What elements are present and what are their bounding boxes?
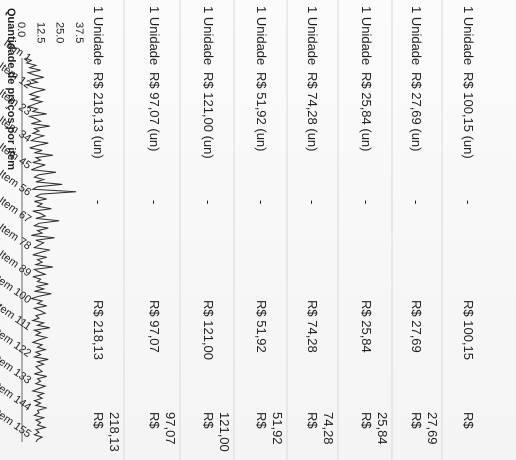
x-tick-label: Item 111 bbox=[0, 300, 33, 333]
separator-dash: - bbox=[147, 200, 162, 204]
document-content: Quantidade de preços por item 37.5 25.0 12… bbox=[0, 0, 476, 460]
unit-price-cell: R$ 121,00 (un) bbox=[201, 72, 216, 159]
x-tick-label: Item 89 bbox=[0, 248, 33, 279]
table-row: 1 Unidade R$ 51,92 (un) - R$ 51,92 R$ 51,92 bbox=[254, 0, 288, 460]
table-row: 1 Unidade R$ 121,00 (un) - R$ 121,00 R$ 121,0… bbox=[201, 0, 235, 460]
quantity-cell: 1 Unidade bbox=[254, 6, 269, 65]
table-row: 1 Unidade R$ 74,28 (un) - R$ 74,28 R$ 74,28 bbox=[305, 0, 339, 460]
total-prefix: R$ bbox=[409, 412, 424, 429]
separator-dash: - bbox=[305, 200, 320, 204]
separator-dash: - bbox=[254, 200, 269, 204]
x-tick-label: Item 78 bbox=[0, 222, 33, 253]
total-prefix: R$ bbox=[201, 412, 216, 429]
price-cell: R$ 74,28 bbox=[305, 300, 320, 353]
total-value: 121,00 bbox=[217, 412, 232, 452]
price-cell: R$ 51,92 bbox=[254, 300, 269, 353]
y-tick-label: 37.5 bbox=[73, 22, 85, 43]
total-prefix: R$ bbox=[359, 412, 374, 429]
x-tick-label: Item 56 bbox=[0, 168, 33, 199]
unit-price-cell: R$ 218,13 (un) bbox=[91, 72, 106, 159]
unit-price-cell: R$ 74,28 (un) bbox=[305, 72, 320, 152]
unit-price-cell: R$ 100,15 (un) bbox=[461, 72, 476, 159]
price-cell: R$ 121,00 bbox=[201, 300, 216, 360]
total-value: 25,84 bbox=[375, 412, 390, 445]
quantity-cell: 1 Unidade bbox=[305, 6, 320, 65]
price-cell: R$ 27,69 bbox=[409, 300, 424, 353]
x-tick-label: Item 122 bbox=[0, 325, 33, 359]
table-row: 1 Unidade R$ 218,13 (un) - R$ 218,13 R$ 218,1… bbox=[91, 0, 125, 460]
total-prefix: R$ bbox=[461, 412, 476, 429]
unit-price-cell: R$ 25,84 (un) bbox=[359, 72, 374, 152]
total-value: 97,07 bbox=[163, 412, 178, 445]
separator-dash: - bbox=[409, 200, 424, 204]
series-line bbox=[24, 57, 77, 443]
y-tick-label: 0.0 bbox=[15, 22, 27, 37]
x-tick-label: Item 67 bbox=[0, 195, 33, 226]
quantity-cell: 1 Unidade bbox=[461, 6, 476, 65]
unit-price-cell: R$ 27,69 (un) bbox=[409, 72, 424, 152]
unit-price-cell: R$ 51,92 (un) bbox=[254, 72, 269, 152]
quantity-cell: 1 Unidade bbox=[409, 6, 424, 65]
table-row: 1 Unidade R$ 27,69 (un) - R$ 27,69 R$ 27,69 bbox=[409, 0, 443, 460]
total-value: 27,69 bbox=[425, 412, 440, 445]
y-tick-label: 25.0 bbox=[54, 22, 66, 43]
separator-dash: - bbox=[359, 200, 374, 204]
total-value: 218,13 bbox=[107, 412, 122, 452]
x-tick-label: Item 155 bbox=[0, 406, 33, 440]
unit-price-cell: R$ 97,07 (un) bbox=[147, 72, 162, 152]
price-cell: R$ 25,84 bbox=[359, 300, 374, 353]
quantity-cell: 1 Unidade bbox=[359, 6, 374, 65]
table-row: 1 Unidade R$ 97,07 (un) - R$ 97,07 R$ 97,07 bbox=[147, 0, 181, 460]
separator-dash: - bbox=[201, 200, 216, 204]
total-prefix: R$ bbox=[147, 412, 162, 429]
y-tick-label: 12.5 bbox=[34, 22, 46, 43]
separator-dash: - bbox=[461, 200, 476, 204]
price-cell: R$ 97,07 bbox=[147, 300, 162, 353]
quantity-cell: 1 Unidade bbox=[147, 6, 162, 65]
chart-title: Quantidade de preços por item bbox=[5, 8, 17, 170]
price-cell: R$ 100,15 bbox=[461, 300, 476, 360]
separator-dash: - bbox=[91, 200, 106, 204]
x-tick-label: Item 144 bbox=[0, 379, 33, 413]
x-tick-label: Item 133 bbox=[0, 352, 33, 386]
total-prefix: R$ bbox=[91, 412, 106, 429]
table-row: 1 Unidade R$ 100,15 (un) - R$ 100,15 R$ bbox=[461, 6, 476, 429]
quantity-cell: 1 Unidade bbox=[91, 6, 106, 65]
total-prefix: R$ bbox=[254, 412, 269, 429]
x-tick-label: Item 100 bbox=[0, 272, 33, 306]
total-value: 74,28 bbox=[321, 412, 336, 445]
table-row: 1 Unidade R$ 25,84 (un) - R$ 25,84 R$ 25,84 bbox=[359, 0, 393, 460]
quantity-cell: 1 Unidade bbox=[201, 6, 216, 65]
y-axis-ticks: 37.5 25.0 12.5 0.0 bbox=[15, 22, 85, 43]
total-prefix: R$ bbox=[305, 412, 320, 429]
price-cell: R$ 218,13 bbox=[91, 300, 106, 360]
total-value: 51,92 bbox=[270, 412, 285, 445]
